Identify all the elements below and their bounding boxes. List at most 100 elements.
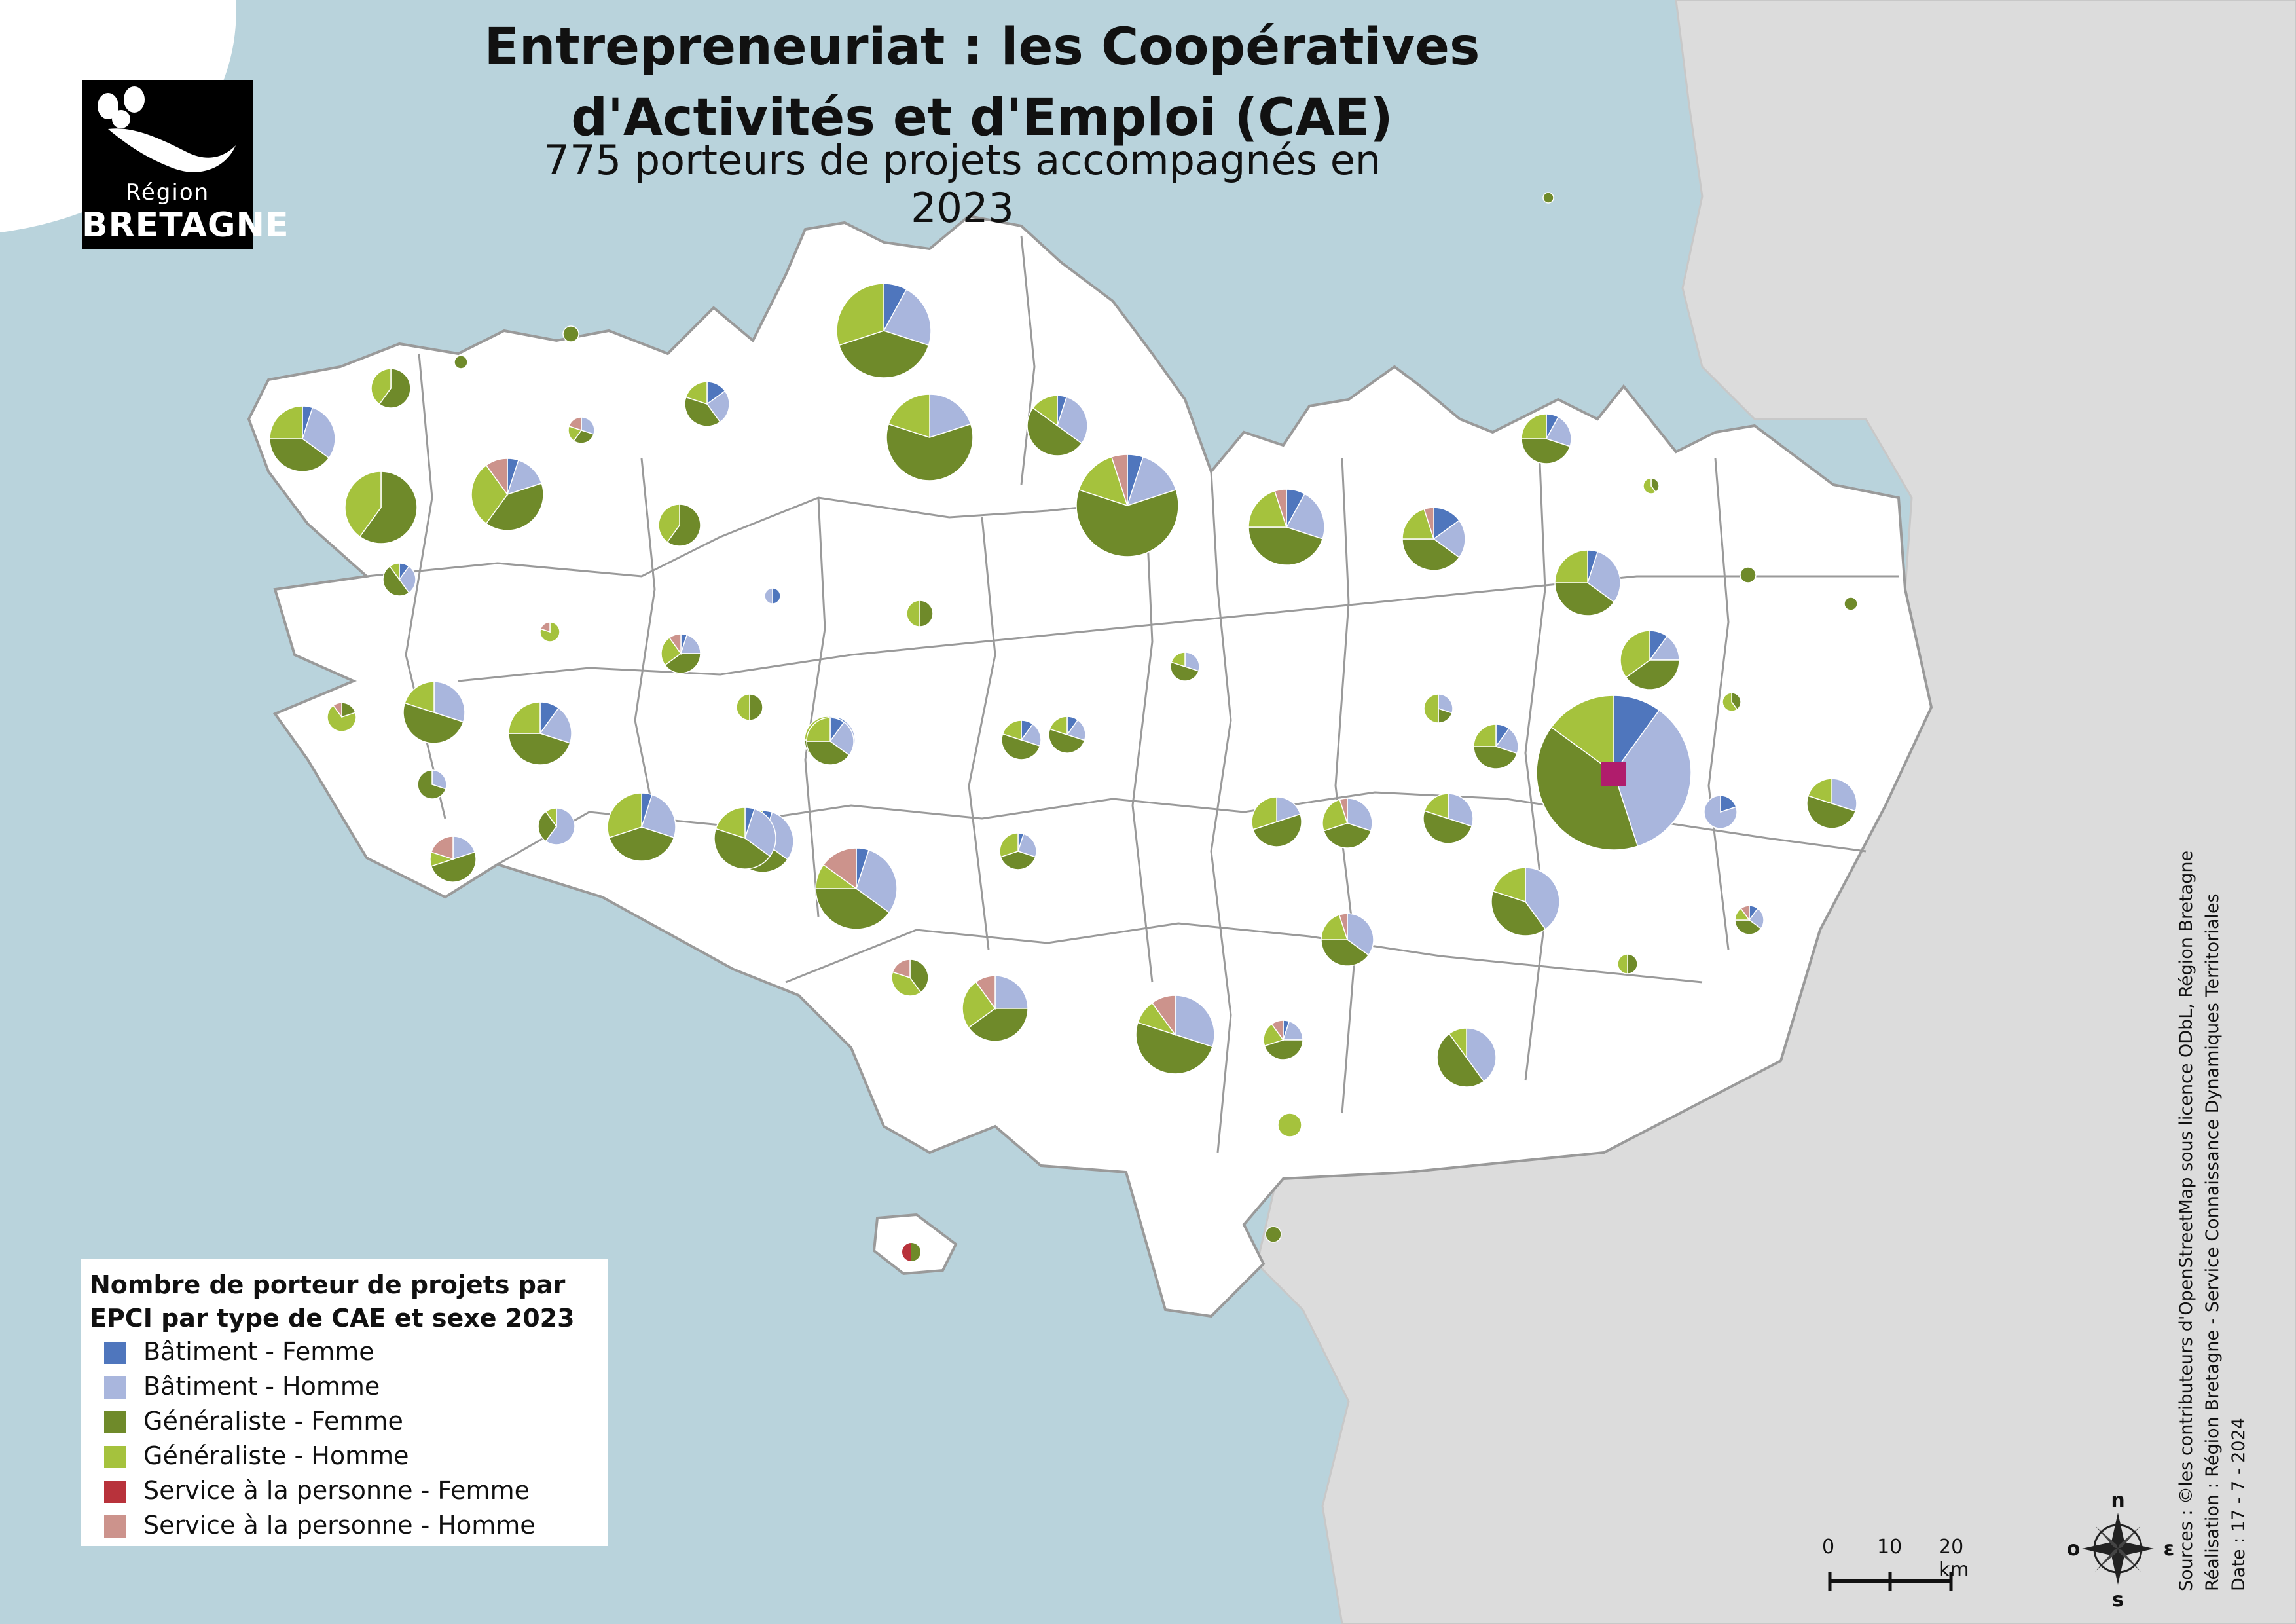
pie-slice: [430, 836, 454, 860]
pie-slice: [668, 633, 682, 655]
pie-slice: [1057, 396, 1088, 445]
pie-slice: [1625, 659, 1680, 690]
pie-slice: [389, 563, 400, 581]
pie-slice: [1492, 867, 1526, 903]
pie-slice: [1436, 1033, 1485, 1088]
pie-slice: [431, 769, 447, 790]
pie-slice: [685, 381, 708, 405]
realisation-line: Réalisation : Région Bretagne - Service …: [2202, 893, 2223, 1591]
pie-slice: [1495, 728, 1519, 754]
pie-slice: [562, 325, 579, 342]
pie-slice: [1473, 746, 1518, 769]
pie-slice: [836, 283, 884, 346]
pie-slice: [1423, 793, 1449, 820]
legend-label: Généraliste - Homme: [143, 1441, 409, 1470]
pie-slice: [1448, 1027, 1467, 1060]
pie-slice: [327, 705, 357, 732]
compass-s: s: [2112, 1589, 2124, 1612]
pie-slice: [378, 368, 411, 409]
pie-slice: [1740, 905, 1750, 922]
pie-slice: [1252, 813, 1302, 847]
pie-slice: [545, 807, 557, 828]
pie-slice: [508, 733, 571, 766]
pie-slice: [508, 701, 541, 734]
pie-slice: [1613, 695, 1660, 775]
pie-slice: [471, 464, 508, 525]
logo-small-text: Région: [125, 179, 210, 206]
pie-slice: [539, 707, 572, 744]
pie-slice: [1587, 551, 1621, 603]
pie-slice: [815, 888, 890, 930]
pie-slice: [1322, 798, 1348, 832]
legend-item-generaliste-homme: Généraliste - Homme: [104, 1439, 602, 1472]
pie-slice: [1448, 793, 1474, 827]
compass-n: n: [2111, 1489, 2124, 1512]
map-subtitle: 775 porteurs de projets accompagnés en 2…: [543, 136, 1381, 232]
pie-slice: [764, 587, 773, 604]
pie-slice: [1550, 695, 1614, 774]
pie-slice: [344, 471, 382, 538]
pie-slice: [911, 1243, 920, 1261]
pie-slice: [902, 1243, 911, 1261]
pie-slice: [1285, 493, 1325, 540]
logo-big-text: BRETAGNE: [82, 206, 289, 245]
pie-slice: [1731, 692, 1741, 710]
pie-slice: [302, 407, 336, 459]
pie-slice: [1322, 822, 1372, 849]
pie-slice: [1184, 652, 1200, 672]
pie-slice: [607, 792, 642, 839]
pie-slice: [1734, 919, 1762, 935]
sources-line: Sources : ©les contributeurs d'OpenStree…: [2176, 850, 2196, 1591]
pie-slice: [1722, 692, 1738, 712]
legend-swatch: [104, 1446, 126, 1468]
rennes-marker: [1601, 762, 1626, 786]
pie-slice: [1001, 733, 1041, 760]
scale-bar-line: [1828, 1572, 1953, 1591]
pie-slice: [1347, 798, 1373, 832]
pie-slice: [1151, 995, 1176, 1037]
pie-slice: [1274, 489, 1287, 528]
pie-slice: [1423, 693, 1439, 724]
pie-slice: [706, 390, 730, 423]
pie-slice: [994, 975, 1029, 1009]
pie-slice: [883, 288, 932, 346]
pie-slice: [714, 828, 771, 870]
legend-item-service-homme: Service à la personne - Homme: [104, 1509, 602, 1541]
pie-slice: [1740, 566, 1757, 583]
scale-label-0: 0: [1822, 1536, 1835, 1559]
pie-slice: [608, 826, 675, 862]
pie-slice: [545, 807, 575, 845]
pie-slice: [715, 807, 746, 840]
pie-slice: [658, 504, 680, 543]
scale-label-10: 10: [1877, 1536, 1903, 1559]
pie-slice: [382, 565, 410, 597]
pie-slice: [1049, 716, 1068, 736]
legend-label: Bâtiment - Homme: [143, 1372, 380, 1401]
pie-slice: [1170, 661, 1199, 682]
pie-slice: [975, 975, 996, 1010]
pie-slice: [1542, 192, 1554, 204]
pie-slice: [568, 416, 582, 432]
pie-slice: [664, 653, 701, 674]
pie-slice: [1321, 939, 1370, 967]
legend-item-batiment-femme: Bâtiment - Femme: [104, 1335, 602, 1368]
pie-slice: [1347, 913, 1374, 956]
pie-slice: [1423, 810, 1473, 844]
pie-slice: [909, 959, 929, 993]
pie-slice: [856, 849, 898, 913]
pie-slice: [1248, 490, 1288, 528]
bretagne-region: [247, 214, 1933, 1318]
legend-swatch: [104, 1481, 126, 1503]
compass-rose: n s ε o: [2067, 1489, 2175, 1612]
pie-slice: [1807, 778, 1832, 805]
pie-slice: [1432, 519, 1466, 559]
pie-slice: [485, 458, 508, 496]
legend-swatch: [104, 1376, 126, 1399]
pie-slice: [433, 681, 465, 723]
pie-slice: [666, 504, 701, 547]
pie-slice: [1175, 995, 1215, 1048]
pie-slice: [399, 565, 416, 594]
legend-swatch: [104, 1411, 126, 1433]
pie-slice: [806, 741, 850, 766]
